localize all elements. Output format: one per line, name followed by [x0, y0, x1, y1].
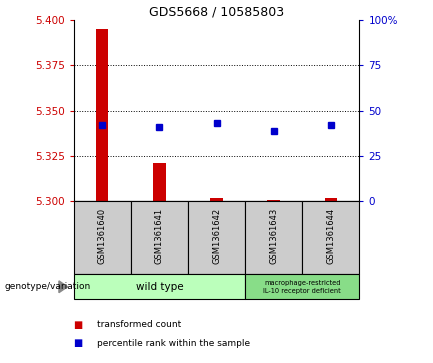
Text: genotype/variation: genotype/variation	[4, 282, 90, 291]
Bar	[74, 274, 245, 299]
Text: GSM1361640: GSM1361640	[98, 208, 107, 264]
Text: percentile rank within the sample: percentile rank within the sample	[97, 339, 251, 347]
Bar	[302, 201, 359, 274]
Bar	[324, 198, 337, 201]
Text: wild type: wild type	[136, 282, 183, 292]
Bar	[131, 201, 188, 274]
Text: GSM1361643: GSM1361643	[269, 208, 278, 264]
Bar	[96, 29, 109, 201]
Bar	[74, 201, 131, 274]
Bar	[267, 200, 280, 201]
Text: ■: ■	[74, 338, 83, 348]
Polygon shape	[59, 281, 68, 293]
Text: ■: ■	[74, 320, 83, 330]
Text: transformed count: transformed count	[97, 321, 182, 329]
Text: GSM1361641: GSM1361641	[155, 208, 164, 264]
Bar	[188, 201, 245, 274]
Text: GSM1361644: GSM1361644	[326, 208, 335, 264]
Text: macrophage-restricted
IL-10 receptor deficient: macrophage-restricted IL-10 receptor def…	[263, 280, 341, 294]
Bar	[153, 163, 166, 201]
Bar	[245, 274, 359, 299]
Bar	[210, 198, 223, 201]
Title: GDS5668 / 10585803: GDS5668 / 10585803	[149, 6, 284, 19]
Bar	[245, 201, 302, 274]
Text: GSM1361642: GSM1361642	[212, 208, 221, 264]
